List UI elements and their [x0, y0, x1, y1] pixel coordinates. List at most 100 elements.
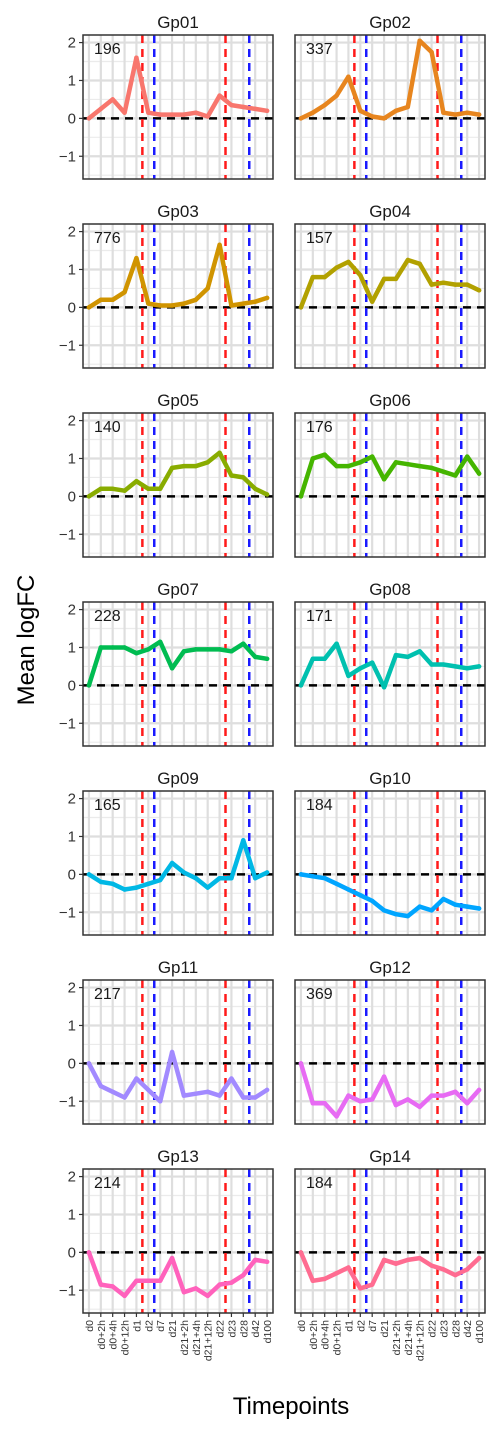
- data-point: [417, 649, 422, 654]
- data-point: [193, 875, 199, 881]
- panel-border: [82, 790, 274, 936]
- data-point: [205, 885, 210, 890]
- x-tick-label: d7: [367, 1320, 379, 1332]
- data-point: [322, 875, 327, 881]
- y-tick-label: −1: [59, 526, 76, 543]
- data-point: [310, 874, 316, 879]
- x-tick-label: d21+4h: [191, 1320, 203, 1355]
- data-point: [346, 673, 351, 679]
- y-tick-label: −1: [59, 337, 76, 354]
- data-point: [241, 301, 246, 306]
- data-point: [298, 683, 304, 688]
- data-point: [86, 872, 92, 877]
- data-point: [217, 93, 222, 98]
- data-point: [417, 1104, 422, 1110]
- data-point: [417, 1255, 422, 1261]
- data-point: [310, 456, 316, 461]
- data-point: [193, 463, 199, 469]
- data-point: [369, 1282, 375, 1287]
- panel-border: [82, 979, 274, 1125]
- data-point: [464, 110, 470, 115]
- data-point: [252, 486, 258, 491]
- panel-background: [83, 980, 273, 1124]
- data-point: [241, 1095, 246, 1100]
- series-line: [298, 1250, 482, 1291]
- data-point: [429, 662, 434, 667]
- data-point: [252, 654, 258, 660]
- data-point: [193, 647, 199, 652]
- data-point: [429, 1093, 434, 1098]
- y-tick-label: 2: [68, 1169, 76, 1186]
- data-point: [110, 486, 115, 491]
- data-point: [110, 1284, 115, 1289]
- panel-gp02: Gp02 337: [294, 13, 486, 180]
- data-point: [441, 1093, 446, 1098]
- y-tick-label: 0: [68, 1244, 76, 1261]
- x-tick-label: d21+4h: [403, 1320, 415, 1355]
- data-point: [157, 877, 163, 883]
- data-point: [334, 265, 339, 270]
- panel-border: [82, 601, 274, 747]
- x-tick-label: d21+2h: [391, 1320, 403, 1355]
- y-tick-label: 2: [68, 602, 76, 619]
- panel-border: [82, 34, 274, 180]
- data-point: [405, 654, 411, 660]
- x-tick-label: d100: [262, 1320, 274, 1344]
- gene-count-label: 165: [94, 797, 121, 814]
- data-point: [381, 116, 387, 121]
- data-point: [405, 257, 411, 263]
- data-point: [169, 1049, 175, 1055]
- data-point: [134, 479, 139, 484]
- panel-title: Gp06: [369, 391, 411, 410]
- panel-border: [294, 223, 486, 369]
- data-point: [229, 303, 234, 308]
- y-tick-label: 1: [68, 1206, 76, 1223]
- data-point: [358, 460, 363, 465]
- data-point: [453, 1089, 458, 1094]
- data-point: [98, 106, 104, 112]
- data-point: [86, 494, 92, 499]
- data-point: [217, 1093, 222, 1098]
- series-line: [86, 1049, 270, 1104]
- panel-title: Gp09: [157, 769, 199, 788]
- panel-background: [295, 1169, 485, 1313]
- panel-title: Gp12: [369, 958, 411, 977]
- data-point: [453, 112, 458, 117]
- data-point: [134, 1278, 139, 1283]
- data-point: [217, 647, 222, 652]
- data-point: [453, 473, 458, 478]
- data-point: [358, 1286, 363, 1291]
- data-point: [464, 904, 470, 909]
- data-point: [122, 645, 127, 650]
- data-point: [358, 666, 363, 671]
- data-point: [346, 463, 351, 469]
- data-point: [334, 93, 339, 98]
- data-point: [381, 1257, 387, 1263]
- x-tick-label: d22: [427, 1320, 439, 1338]
- x-tick-label: d21: [167, 1320, 179, 1338]
- data-point: [346, 887, 351, 892]
- data-point: [381, 477, 387, 482]
- y-axis-title: Mean logFC: [13, 575, 40, 706]
- x-tick-label: d0+2h: [96, 1320, 108, 1350]
- data-point: [193, 110, 199, 115]
- y-tick-label: −1: [59, 715, 76, 732]
- data-point: [86, 683, 92, 688]
- panel-border: [82, 412, 274, 558]
- data-point: [369, 114, 375, 119]
- data-point: [358, 893, 363, 898]
- data-point: [429, 1263, 434, 1268]
- data-point: [205, 1293, 210, 1299]
- y-tick-label: −1: [59, 148, 76, 165]
- panel-background: [83, 602, 273, 746]
- data-point: [122, 110, 127, 115]
- data-point: [217, 242, 222, 248]
- data-point: [369, 454, 375, 459]
- data-point: [476, 1255, 482, 1261]
- data-point: [146, 647, 151, 652]
- data-point: [322, 1276, 327, 1282]
- data-point: [86, 116, 92, 121]
- gene-count-label: 176: [306, 419, 333, 436]
- data-point: [264, 492, 270, 497]
- data-point: [264, 1259, 270, 1265]
